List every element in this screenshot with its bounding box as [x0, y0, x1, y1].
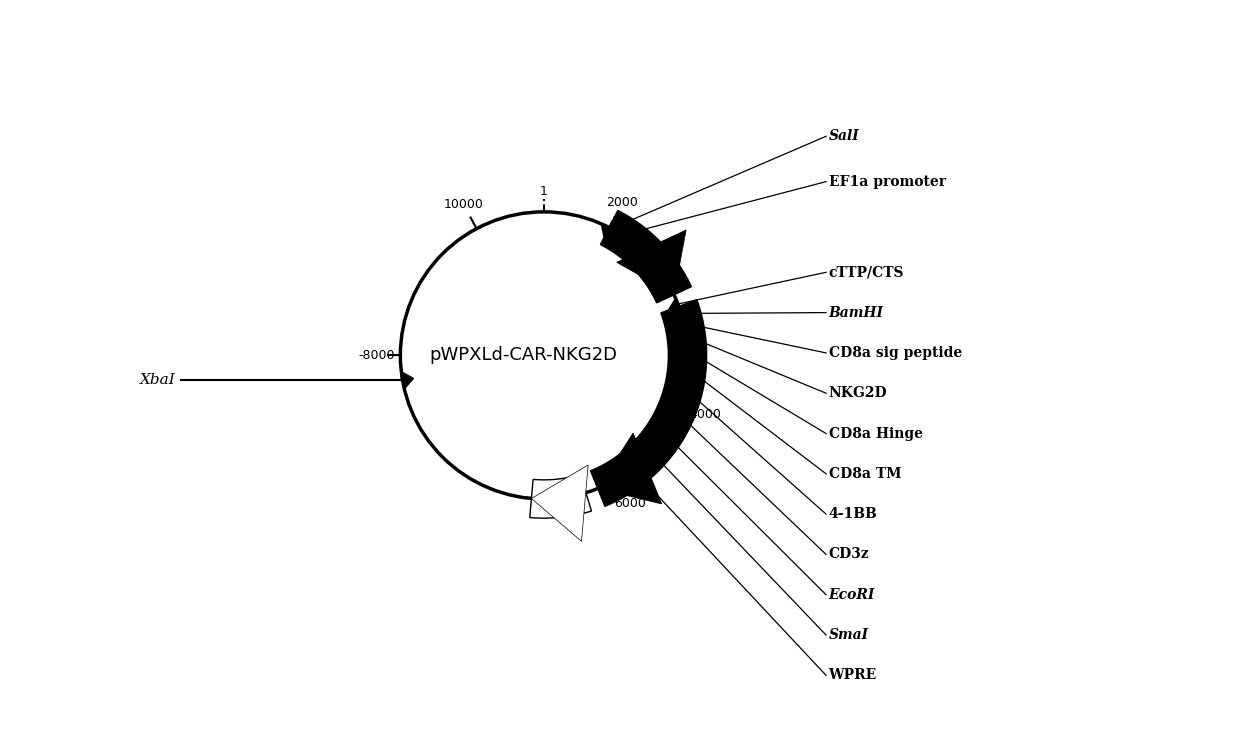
Polygon shape [591, 300, 706, 507]
Text: CD8a sig peptide: CD8a sig peptide [829, 346, 961, 360]
Text: WPRE: WPRE [829, 668, 877, 682]
Text: CD8a TM: CD8a TM [829, 467, 901, 481]
Text: 6000: 6000 [613, 497, 646, 510]
Text: 4000: 4000 [689, 407, 721, 420]
Text: BamHI: BamHI [829, 306, 883, 319]
Text: EcoRI: EcoRI [829, 588, 875, 602]
Polygon shape [597, 433, 662, 504]
Text: cTTP/CTS: cTTP/CTS [829, 265, 904, 279]
Text: 10000: 10000 [444, 197, 483, 211]
Text: EF1a promoter: EF1a promoter [829, 175, 945, 189]
Text: 2000: 2000 [606, 197, 638, 209]
Polygon shape [617, 230, 686, 295]
Text: 1: 1 [540, 185, 548, 198]
Text: XbaI: XbaI [140, 374, 176, 387]
Polygon shape [601, 224, 617, 238]
Polygon shape [401, 371, 414, 389]
Text: SalI: SalI [829, 129, 860, 143]
Text: CD8a Hinge: CD8a Hinge [829, 426, 923, 441]
Polygon shape [530, 474, 591, 518]
Polygon shape [668, 298, 681, 314]
Text: -8000: -8000 [359, 349, 395, 362]
Polygon shape [601, 211, 691, 303]
Text: pWPXLd-CAR-NKG2D: pWPXLd-CAR-NKG2D [430, 346, 618, 365]
Text: SmaI: SmaI [829, 628, 869, 642]
Text: NKG2D: NKG2D [829, 386, 887, 400]
Polygon shape [532, 465, 589, 541]
Text: 4-1BB: 4-1BB [829, 507, 877, 521]
Text: CD3z: CD3z [829, 548, 870, 561]
